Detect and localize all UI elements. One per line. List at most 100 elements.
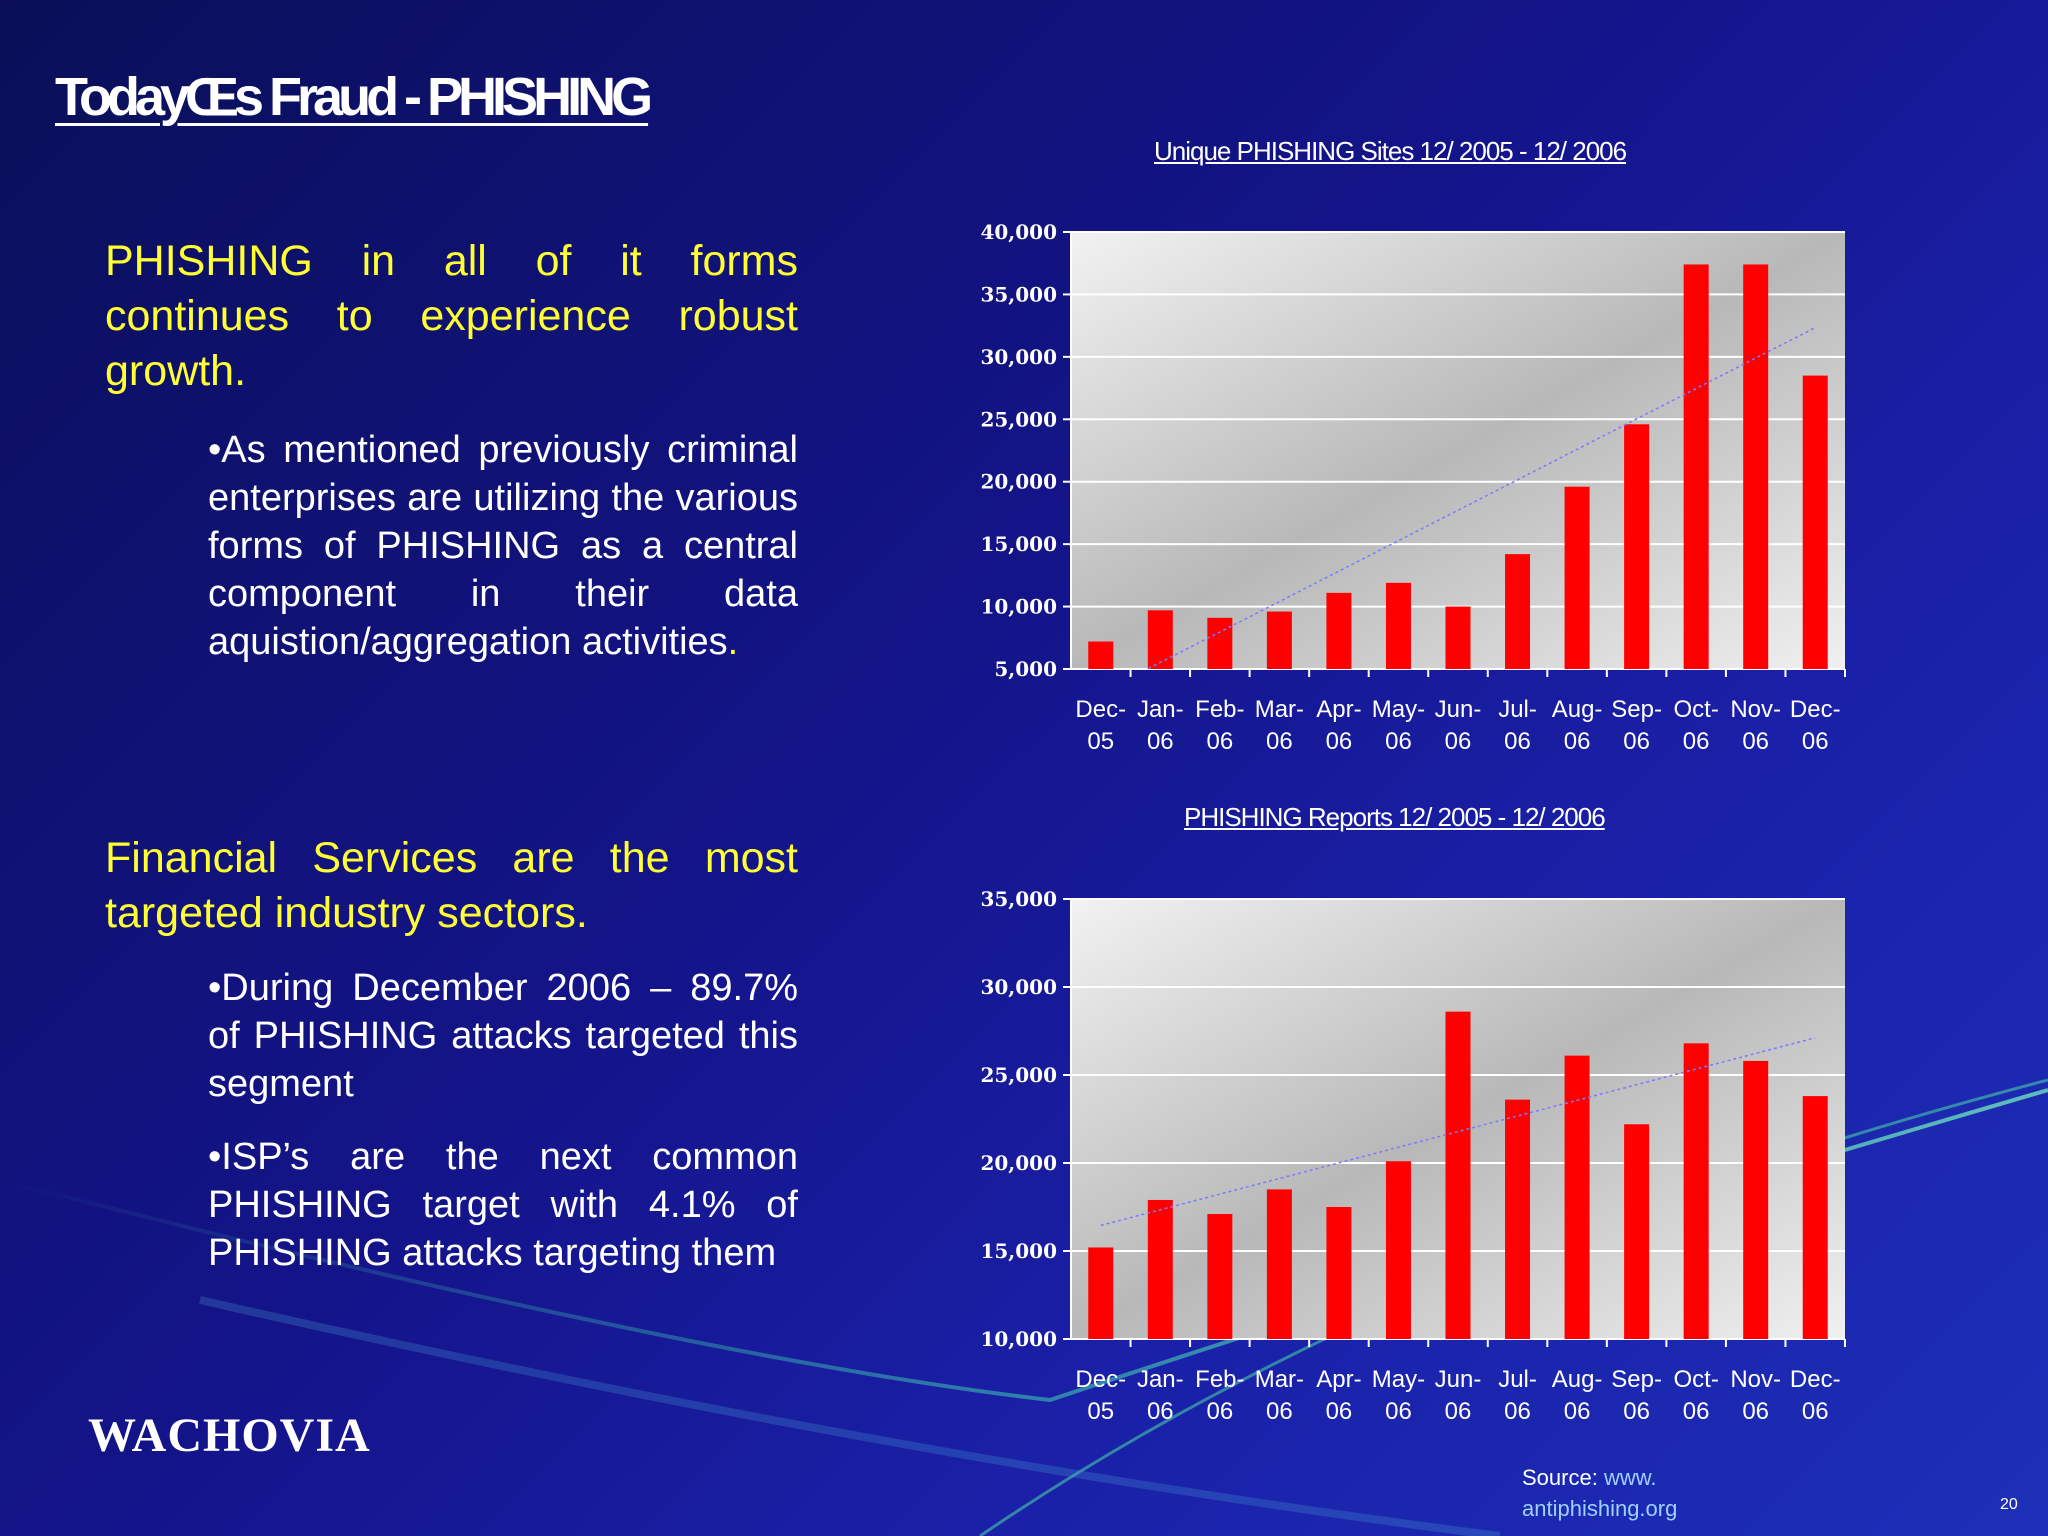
x-tick-label: Nov- xyxy=(1730,696,1781,723)
bar xyxy=(1088,1247,1114,1339)
x-tick-label: 06 xyxy=(1623,728,1650,755)
x-tick-label: Dec- xyxy=(1790,696,1841,723)
bar xyxy=(1147,610,1173,669)
x-tick-label: 06 xyxy=(1385,728,1412,755)
bar xyxy=(1088,641,1114,669)
x-tick-label: Dec- xyxy=(1075,1366,1126,1393)
source-note: Source: www. antiphishing.org xyxy=(1522,1462,1722,1524)
source-label: Source: xyxy=(1522,1465,1604,1490)
bar xyxy=(1385,582,1411,669)
y-tick-label: 5,000 xyxy=(994,657,1057,681)
x-tick-label: Feb- xyxy=(1195,696,1244,723)
bar xyxy=(1147,1199,1173,1339)
plot-area xyxy=(1071,232,1845,669)
source-url-part2[interactable]: antiphishing.org xyxy=(1522,1496,1678,1521)
x-tick-label: 06 xyxy=(1623,1398,1650,1425)
bar xyxy=(1326,1207,1352,1339)
y-tick-label: 20,000 xyxy=(980,470,1057,494)
bar xyxy=(1683,1043,1709,1339)
slide-title: TodayŒs Fraud - PHISHING xyxy=(55,67,653,127)
bar xyxy=(1564,1055,1590,1339)
heading-financial-services: Financial Services are the most targeted… xyxy=(105,834,798,937)
x-tick-label: 06 xyxy=(1326,1398,1353,1425)
bullet-december-2006: •During December 2006 – 89.7% of PHISHIN… xyxy=(208,967,798,1105)
bullet-period: . xyxy=(727,621,739,663)
y-tick-label: 25,000 xyxy=(980,1063,1057,1087)
bar xyxy=(1802,375,1828,669)
y-tick-label: 35,000 xyxy=(980,282,1057,306)
x-tick-label: 06 xyxy=(1683,728,1710,755)
x-tick-label: 06 xyxy=(1742,1398,1769,1425)
chart-title-unique-sites: Unique PHISHING Sites 12/ 2005 - 12/ 200… xyxy=(1154,136,1627,166)
x-tick-label: 06 xyxy=(1683,1398,1710,1425)
x-tick-label: May- xyxy=(1372,696,1425,723)
page-number: 20 xyxy=(2000,1496,2018,1513)
x-tick-label: 06 xyxy=(1206,1398,1233,1425)
bar xyxy=(1266,611,1292,669)
x-tick-label: 06 xyxy=(1206,728,1233,755)
x-tick-label: Mar- xyxy=(1255,696,1304,723)
x-tick-label: Sep- xyxy=(1611,1366,1662,1393)
bar xyxy=(1445,606,1471,669)
chart-unique-sites: 5,000 10,000 15,000 20,000 25,000 30,000 35,00… xyxy=(980,220,1845,755)
y-tick-label: 20,000 xyxy=(980,1151,1057,1175)
x-tick-label: 05 xyxy=(1087,728,1114,755)
x-tick-label: 06 xyxy=(1504,1398,1531,1425)
x-tick-label: May- xyxy=(1372,1366,1425,1393)
x-tick-label: Apr- xyxy=(1316,696,1361,723)
x-tick-label: 06 xyxy=(1802,728,1829,755)
x-tick-label: Jan- xyxy=(1137,1366,1184,1393)
y-tick-label: 40,000 xyxy=(980,220,1057,244)
x-tick-label: 06 xyxy=(1445,1398,1472,1425)
x-tick-label: Sep- xyxy=(1611,696,1662,723)
x-tick-label: Jul- xyxy=(1498,696,1537,723)
x-tick-label: Jun- xyxy=(1435,1366,1482,1393)
bar xyxy=(1802,1096,1828,1339)
x-tick-label: 05 xyxy=(1087,1398,1114,1425)
bullet-criminal-enterprises: •As mentioned previously criminal enterp… xyxy=(208,426,798,666)
bar xyxy=(1207,617,1233,669)
x-tick-label: Dec- xyxy=(1075,696,1126,723)
heading-phishing-growth: PHISHING in all of it forms continues to… xyxy=(105,237,798,395)
y-tick-label: 25,000 xyxy=(980,407,1057,431)
x-tick-label: 06 xyxy=(1326,728,1353,755)
x-tick-label: 06 xyxy=(1147,1398,1174,1425)
x-tick-label: Mar- xyxy=(1255,1366,1304,1393)
x-tick-label: 06 xyxy=(1147,728,1174,755)
y-tick-label: 15,000 xyxy=(980,532,1057,556)
x-tick-label: Jun- xyxy=(1435,696,1482,723)
y-tick-label: 30,000 xyxy=(980,975,1057,999)
bar xyxy=(1743,264,1769,669)
wachovia-logo: WACHOVIA xyxy=(88,1409,371,1462)
bar xyxy=(1207,1214,1233,1339)
chart-title-reports: PHISHING Reports 12/ 2005 - 12/ 2006 xyxy=(1184,802,1606,832)
x-tick-label: Oct- xyxy=(1673,1366,1718,1393)
x-tick-label: Oct- xyxy=(1673,696,1718,723)
trendline xyxy=(1148,326,1816,670)
x-tick-label: Jan- xyxy=(1137,696,1184,723)
x-tick-label: Feb- xyxy=(1195,1366,1244,1393)
bullet-isp-target: •ISP’s are the next common PHISHING targ… xyxy=(208,1136,798,1274)
x-tick-label: Nov- xyxy=(1730,1366,1781,1393)
y-tick-label: 10,000 xyxy=(980,595,1057,619)
bar xyxy=(1326,592,1352,669)
x-tick-label: Aug- xyxy=(1552,1366,1603,1393)
bar xyxy=(1683,264,1709,669)
x-tick-label: 06 xyxy=(1802,1398,1829,1425)
bar xyxy=(1266,1189,1292,1339)
x-tick-label: 06 xyxy=(1504,728,1531,755)
x-tick-label: 06 xyxy=(1564,1398,1591,1425)
y-tick-label: 35,000 xyxy=(980,887,1057,911)
bar xyxy=(1505,554,1531,669)
x-tick-label: 06 xyxy=(1385,1398,1412,1425)
y-tick-label: 15,000 xyxy=(980,1239,1057,1263)
x-tick-label: 06 xyxy=(1445,728,1472,755)
x-tick-label: Jul- xyxy=(1498,1366,1537,1393)
x-tick-label: Dec- xyxy=(1790,1366,1841,1393)
x-tick-label: 06 xyxy=(1742,728,1769,755)
bar xyxy=(1445,1011,1471,1339)
x-tick-label: Apr- xyxy=(1316,1366,1361,1393)
source-url-part1[interactable]: www. xyxy=(1603,1465,1657,1490)
y-tick-label: 10,000 xyxy=(980,1327,1057,1351)
